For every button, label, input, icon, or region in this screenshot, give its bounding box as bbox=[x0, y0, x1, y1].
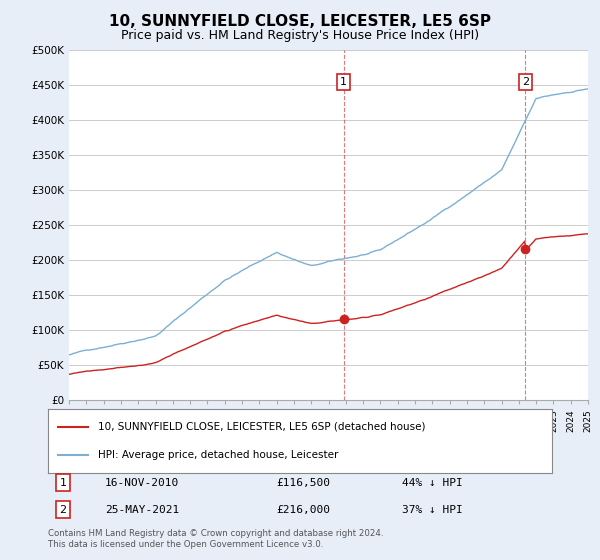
Text: £216,000: £216,000 bbox=[276, 505, 330, 515]
Text: 10, SUNNYFIELD CLOSE, LEICESTER, LE5 6SP: 10, SUNNYFIELD CLOSE, LEICESTER, LE5 6SP bbox=[109, 14, 491, 29]
Text: HPI: Average price, detached house, Leicester: HPI: Average price, detached house, Leic… bbox=[98, 450, 339, 460]
Text: £116,500: £116,500 bbox=[276, 478, 330, 488]
Text: 16-NOV-2010: 16-NOV-2010 bbox=[105, 478, 179, 488]
Text: 25-MAY-2021: 25-MAY-2021 bbox=[105, 505, 179, 515]
Text: 2: 2 bbox=[521, 77, 529, 87]
Text: Price paid vs. HM Land Registry's House Price Index (HPI): Price paid vs. HM Land Registry's House … bbox=[121, 29, 479, 42]
Text: 10, SUNNYFIELD CLOSE, LEICESTER, LE5 6SP (detached house): 10, SUNNYFIELD CLOSE, LEICESTER, LE5 6SP… bbox=[98, 422, 426, 432]
Text: 44% ↓ HPI: 44% ↓ HPI bbox=[402, 478, 463, 488]
Text: 1: 1 bbox=[59, 478, 67, 488]
Text: Contains HM Land Registry data © Crown copyright and database right 2024.
This d: Contains HM Land Registry data © Crown c… bbox=[48, 529, 383, 549]
Text: 1: 1 bbox=[340, 77, 347, 87]
Text: 37% ↓ HPI: 37% ↓ HPI bbox=[402, 505, 463, 515]
Text: 2: 2 bbox=[59, 505, 67, 515]
